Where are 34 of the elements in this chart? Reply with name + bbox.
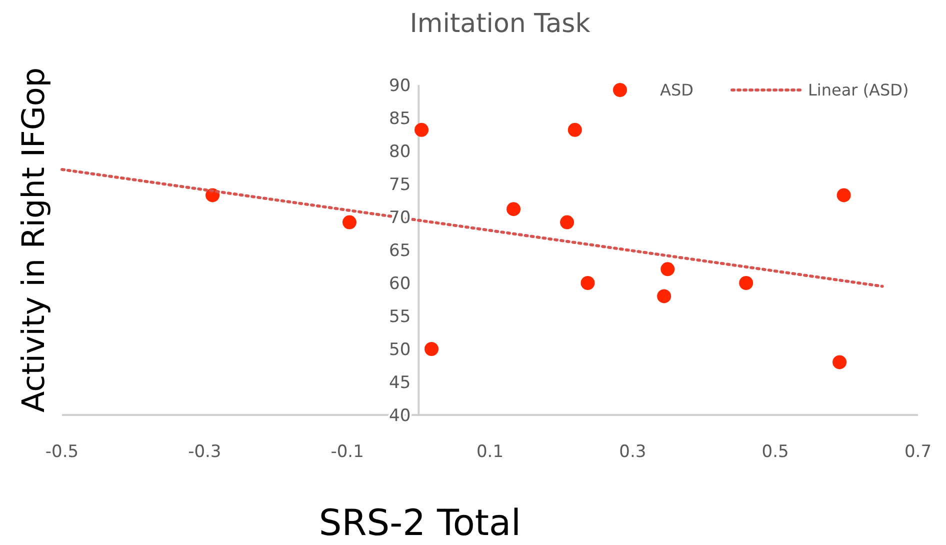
legend-label: Linear (ASD) — [808, 80, 909, 100]
y-tick-label: 65 — [389, 240, 411, 261]
point — [580, 276, 595, 290]
legend-label: ASD — [660, 80, 694, 100]
point — [739, 276, 754, 290]
point — [342, 215, 356, 230]
y-tick-label: 40 — [389, 406, 411, 426]
x-tick-label: 0.7 — [904, 442, 932, 462]
point — [660, 262, 675, 276]
chart-title: Imitation Task — [410, 9, 590, 39]
y-tick-label: 45 — [389, 372, 411, 393]
point — [836, 188, 851, 202]
x-tick-label: -0.3 — [188, 442, 222, 462]
y-tick-label: 85 — [389, 108, 411, 129]
point — [414, 122, 429, 137]
x-tick-label: 0.1 — [476, 442, 504, 462]
y-tick-label: 75 — [389, 174, 411, 195]
point — [506, 202, 521, 216]
x-tick-label: -0.5 — [45, 442, 79, 462]
point — [424, 342, 439, 356]
x-tick-label: 0.5 — [762, 442, 789, 462]
x-tick-label: -0.1 — [330, 442, 364, 462]
point — [568, 122, 582, 137]
y-tick-label: 90 — [389, 76, 411, 96]
x-tick-label: 0.3 — [619, 442, 646, 462]
point — [832, 355, 847, 370]
y-tick-label: 80 — [389, 142, 411, 162]
y-tick-label: 50 — [389, 340, 411, 360]
y-axis-title: Activity in Right IFGop — [16, 67, 52, 413]
point — [657, 289, 672, 304]
point — [560, 215, 574, 230]
y-tick-label: 60 — [389, 274, 411, 294]
y-tick-label: 55 — [389, 306, 411, 327]
x-axis-title: SRS-2 Total — [318, 503, 522, 544]
